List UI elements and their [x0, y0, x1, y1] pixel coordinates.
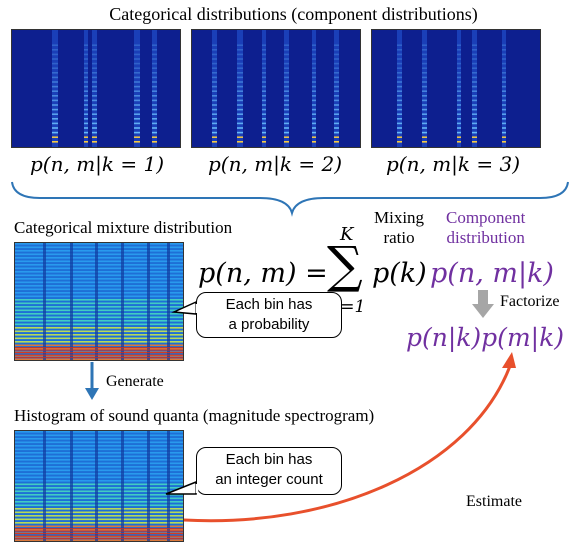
sum-sign: ∑: [327, 236, 363, 294]
factorized-formula: p(n|k)p(m|k): [406, 323, 564, 352]
component-label-3: p(n, m|k = 3): [386, 152, 521, 176]
term-component: p(n, m|k): [430, 258, 554, 289]
mixing-ratio-label: Mixing ratio: [374, 208, 425, 247]
histogram-spectrogram: [14, 430, 184, 542]
mixture-spectrogram: [14, 242, 184, 361]
estimate-label: Estimate: [466, 493, 522, 510]
component-label-2: p(n, m|k = 2): [208, 152, 343, 176]
component-spectrogram-2: [191, 29, 361, 148]
component-distribution-label: Component distribution: [446, 208, 526, 247]
component-spectrogram-3: [371, 29, 541, 148]
factorize-label: Factorize: [500, 293, 560, 310]
histogram-heading: Histogram of sound quanta (magnitude spe…: [14, 406, 375, 425]
count-callout: Each bin has an integer count: [196, 447, 342, 495]
mixture-heading: Categorical mixture distribution: [14, 218, 233, 237]
component-spectrogram-1: [11, 29, 181, 148]
component-label-1: p(n, m|k = 1): [30, 152, 165, 176]
factorize-arrow: [472, 290, 494, 318]
sum-upper-limit: K: [340, 224, 354, 245]
formula-lhs: p(n, m) =: [198, 258, 328, 289]
generate-label: Generate: [106, 373, 164, 390]
term-pk: p(k): [372, 258, 427, 289]
probability-callout: Each bin has a probability: [196, 292, 342, 338]
component-distributions-title: Categorical distributions (component dis…: [109, 4, 478, 24]
generate-arrow: [85, 362, 99, 400]
